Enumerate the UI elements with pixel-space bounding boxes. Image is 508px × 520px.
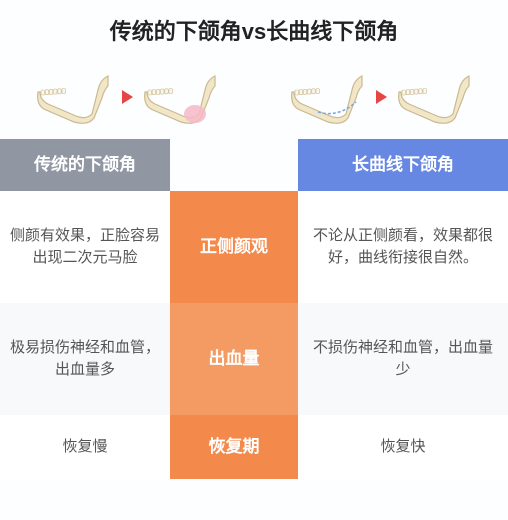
cell-left: 侧颜有效果，正脸容易出现二次元马脸: [0, 191, 170, 303]
cell-mid: 正侧颜观: [170, 191, 298, 303]
header-left: 传统的下颌角: [0, 139, 170, 191]
jaw-before-traditional-icon: [34, 68, 114, 126]
cell-left: 恢复慢: [0, 415, 170, 479]
illus-traditional: [0, 68, 254, 126]
header-mid: [170, 139, 298, 191]
arrow-icon: [376, 90, 387, 104]
illustration-row: [0, 54, 508, 139]
arrow-icon: [122, 90, 133, 104]
cell-right: 恢复快: [298, 415, 508, 479]
header-right: 长曲线下颌角: [298, 139, 508, 191]
cell-mid: 恢复期: [170, 415, 298, 479]
cell-mid: 出血量: [170, 303, 298, 415]
jaw-after-longcurve-icon: [395, 68, 475, 126]
cell-left: 极易损伤神经和血管，出血量多: [0, 303, 170, 415]
cell-right: 不损伤神经和血管，出血量少: [298, 303, 508, 415]
table-row: 恢复慢恢复期恢复快: [0, 415, 508, 479]
jaw-after-traditional-icon: [141, 68, 221, 126]
page-title: 传统的下颌角vs长曲线下颌角: [0, 0, 508, 54]
table-row: 极易损伤神经和血管，出血量多出血量不损伤神经和血管，出血量少: [0, 303, 508, 415]
comparison-table: 传统的下颌角 长曲线下颌角 侧颜有效果，正脸容易出现二次元马脸正侧颜观不论从正侧…: [0, 139, 508, 479]
cell-right: 不论从正侧颜看，效果都很好，曲线衔接很自然。: [298, 191, 508, 303]
table-header: 传统的下颌角 长曲线下颌角: [0, 139, 508, 191]
jaw-before-longcurve-icon: [288, 68, 368, 126]
table-row: 侧颜有效果，正脸容易出现二次元马脸正侧颜观不论从正侧颜看，效果都很好，曲线衔接很…: [0, 191, 508, 303]
illus-longcurve: [254, 68, 508, 126]
